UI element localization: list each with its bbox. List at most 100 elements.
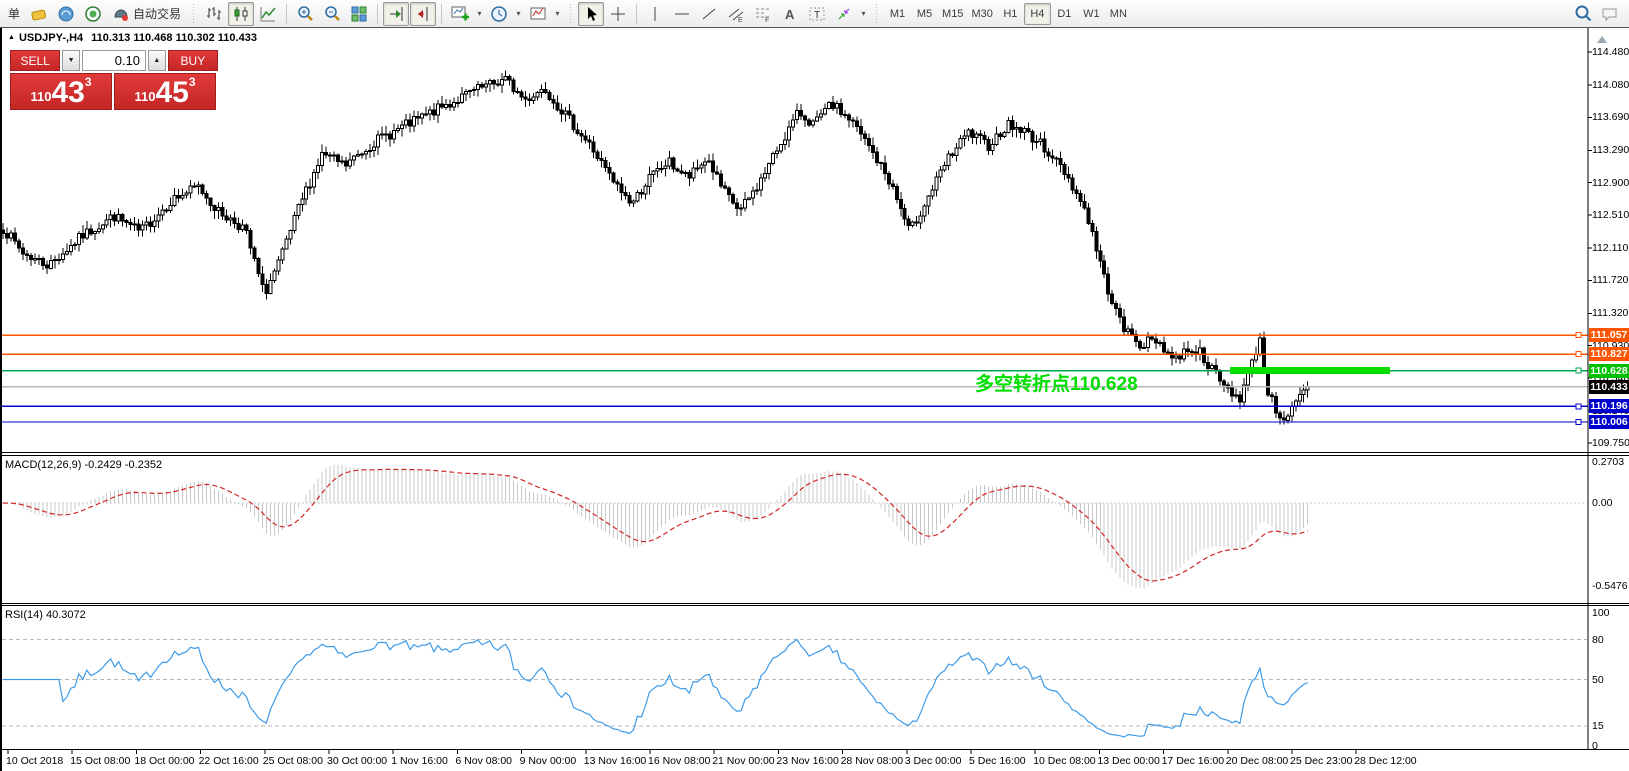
time-axis-label: 30 Oct 00:00: [327, 755, 388, 767]
channel-button[interactable]: E: [723, 2, 749, 26]
buy-price-pip: 3: [188, 75, 196, 89]
timeframe-button-mn[interactable]: MN: [1109, 7, 1127, 20]
chart-shift-icon: [418, 6, 428, 21]
tile-windows-button[interactable]: [346, 2, 372, 26]
metaeditor-button[interactable]: [26, 2, 52, 26]
price-tick-label: 111.720: [1592, 274, 1629, 287]
time-axis-label: 10 Dec 08:00: [1033, 755, 1096, 767]
chat-button[interactable]: [1597, 2, 1623, 26]
svg-text:F: F: [765, 17, 769, 23]
chart-shift-button[interactable]: [410, 1, 437, 26]
text-icon: A: [785, 7, 795, 22]
rsi-axis-label: 80: [1592, 633, 1604, 646]
timeframe-button-m5[interactable]: M5: [916, 7, 933, 20]
time-axis-label: 17 Dec 16:00: [1161, 755, 1225, 767]
price-tick-label: 109.750: [1592, 437, 1629, 450]
timeframe-button-m15[interactable]: M15: [942, 7, 964, 20]
time-axis-label: 18 Oct 00:00: [134, 755, 195, 767]
axis-ticks: [7, 51, 1592, 754]
options-icon: [85, 5, 101, 22]
volume-increase-button[interactable]: ▲: [148, 50, 166, 71]
line-chart-type-button[interactable]: [255, 2, 281, 26]
chart-title: ▲ USDJPY-,H4 110.313 110.468 110.302 110.4…: [8, 32, 257, 44]
price-chart-svg[interactable]: [0, 28, 1629, 771]
template-icon: [530, 7, 546, 19]
time-axis-label: 1 Nov 16:00: [391, 755, 448, 767]
buy-button[interactable]: BUY: [167, 50, 218, 71]
timeframe-button-d1[interactable]: D1: [1057, 7, 1072, 20]
sell-price-button[interactable]: 110 43 3: [10, 73, 112, 110]
equidistant-channel-icon: E: [728, 8, 744, 23]
time-axis-label: 13 Dec 00:00: [1097, 755, 1160, 767]
time-axis-label: 15 Oct 08:00: [70, 755, 131, 767]
buy-price-big: 45: [155, 76, 189, 109]
price-badge: 110.827: [1589, 347, 1629, 362]
toolbar-grip: [567, 3, 575, 24]
time-axis-label: 16 Nov 08:00: [648, 755, 711, 767]
periods-button[interactable]: [486, 2, 512, 26]
time-axis-label: 21 Nov 00:00: [712, 755, 775, 767]
candles-chart-type-button[interactable]: [228, 1, 255, 26]
arrows-button[interactable]: [831, 2, 857, 26]
search-icon: [1575, 5, 1591, 22]
timeframe-button-w1[interactable]: W1: [1083, 7, 1100, 20]
indicators-button[interactable]: [447, 2, 473, 26]
periods-dropdown-arrow[interactable]: ▾: [516, 9, 521, 18]
time-axis-label: 9 Nov 00:00: [519, 755, 577, 767]
panel-borders: [0, 28, 1629, 771]
collapse-triangle-icon[interactable]: ▲: [8, 34, 15, 41]
macd-axis-label: 0.00: [1592, 497, 1613, 509]
zoom-out-button[interactable]: [319, 2, 345, 26]
auto-scroll-icon: [390, 6, 403, 21]
new-order-button[interactable]: 单: [8, 7, 21, 21]
timeframe-button-h1[interactable]: H1: [1003, 7, 1018, 20]
toolbar-separator: [377, 3, 379, 24]
auto-scroll-button[interactable]: [383, 1, 410, 26]
macd-axis-label: 0.2703: [1592, 455, 1625, 468]
candlestick-icon: [234, 6, 248, 21]
axis-quick-nav-icon[interactable]: [1597, 36, 1607, 43]
text-button[interactable]: A: [777, 2, 803, 26]
rsi-axis-label: 15: [1592, 720, 1604, 733]
vertical-line-button[interactable]: [642, 2, 668, 26]
autotrading-icon: [114, 8, 129, 21]
price-badge: 110.006: [1589, 414, 1629, 429]
svg-text:A: A: [785, 7, 795, 22]
templates-dropdown-arrow[interactable]: ▾: [555, 9, 560, 18]
search-button[interactable]: [1570, 2, 1596, 26]
crosshair-button[interactable]: [605, 2, 631, 26]
price-tick-label: 113.690: [1592, 111, 1629, 124]
turning-point-annotation[interactable]: 多空转折点110.628: [975, 374, 1138, 395]
time-axis-label: 3 Dec 00:00: [904, 755, 962, 767]
arrows-dropdown-arrow[interactable]: ▾: [861, 9, 866, 18]
horizontal-line-icon: [675, 13, 690, 14]
cursor-button[interactable]: [578, 1, 605, 26]
strategy-tester-button[interactable]: [53, 2, 79, 26]
timeframe-button-m1[interactable]: M1: [889, 7, 906, 20]
toolbar: 单 自动交易 ▾ ▾ ▾: [0, 0, 1629, 28]
time-axis-label: 22 Oct 16:00: [198, 755, 259, 767]
bars-chart-type-button[interactable]: [201, 2, 227, 26]
volume-input[interactable]: [82, 50, 146, 71]
volume-decrease-button[interactable]: ▼: [62, 50, 80, 71]
timeframe-group: M1 M5 M15 M30 H1 H4 D1 W1 MN: [884, 2, 1132, 25]
fibonacci-button[interactable]: F: [750, 2, 776, 26]
buy-price-button[interactable]: 110 45 3: [114, 73, 216, 110]
strategy-tester-icon: [58, 6, 74, 21]
text-label-button[interactable]: T: [804, 2, 830, 26]
trendline-button[interactable]: [696, 2, 722, 26]
horizontal-lines-layer[interactable]: [0, 332, 1588, 425]
ohlc-bars-icon: [207, 6, 222, 20]
indicators-dropdown-arrow[interactable]: ▾: [477, 9, 482, 18]
chart-window[interactable]: ▲ USDJPY-,H4 110.313 110.468 110.302 110.4…: [0, 28, 1629, 771]
timeframe-button-h4[interactable]: H4: [1023, 2, 1051, 25]
horizontal-line-button[interactable]: [669, 2, 695, 26]
indicators-icon: [451, 6, 469, 20]
zoom-in-button[interactable]: [292, 2, 318, 26]
time-axis-label: 13 Nov 16:00: [583, 755, 647, 767]
templates-button[interactable]: [525, 2, 551, 26]
autotrading-button[interactable]: 自动交易: [107, 2, 186, 26]
sell-button[interactable]: SELL: [10, 50, 61, 71]
options-button[interactable]: [80, 2, 106, 26]
timeframe-button-m30[interactable]: M30: [971, 7, 993, 20]
